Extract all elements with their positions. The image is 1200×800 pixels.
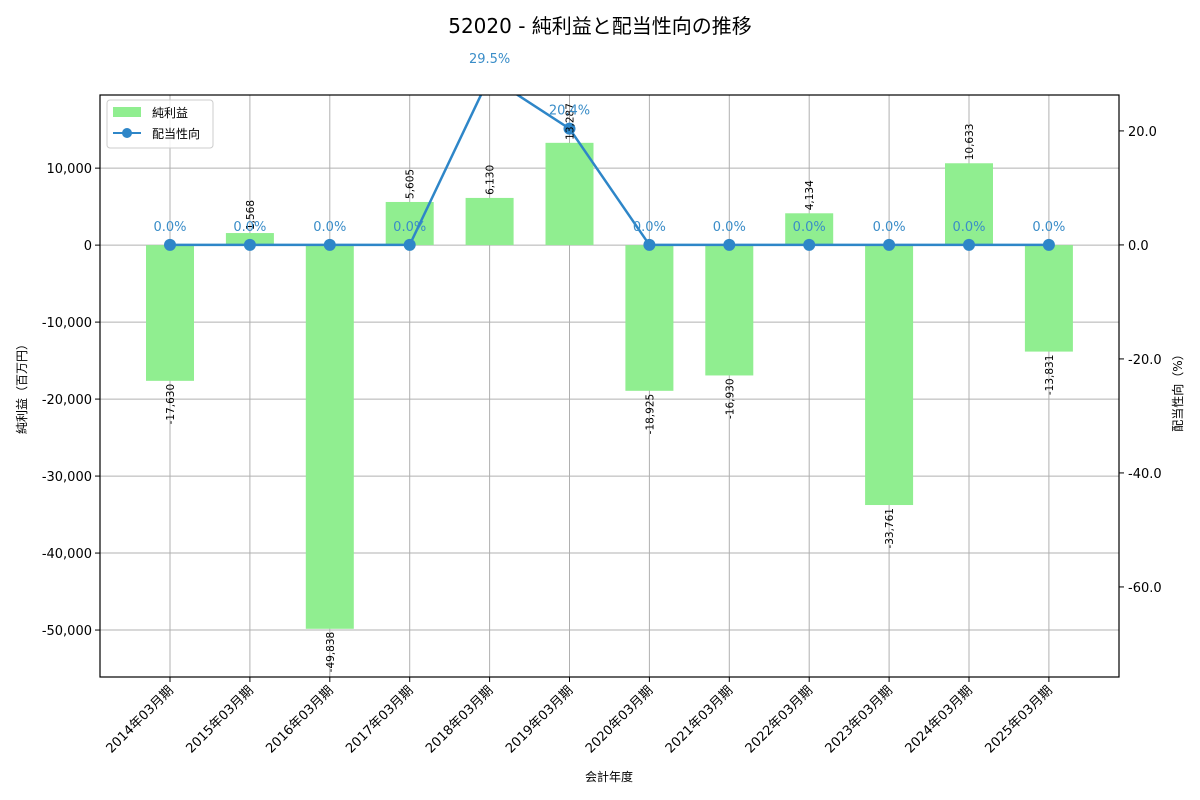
svg-text:-30,000: -30,000 [42, 470, 92, 485]
ratio-value-label: 0.0% [713, 220, 746, 235]
legend-label-net-income: 純利益 [152, 106, 188, 120]
ratio-value-label: 29.5% [469, 52, 510, 67]
bar [945, 163, 993, 246]
line-marker [323, 238, 336, 251]
svg-text:2025年03月期: 2025年03月期 [982, 683, 1055, 756]
svg-text:2017年03月期: 2017年03月期 [343, 683, 416, 756]
plot-frame [99, 94, 1120, 678]
bar [146, 245, 194, 381]
svg-text:2015年03月期: 2015年03月期 [183, 683, 256, 756]
svg-text:2016年03月期: 2016年03月期 [263, 683, 336, 756]
legend-line-marker [122, 128, 132, 138]
line-marker [403, 238, 416, 251]
bar-value-label: -33,761 [884, 508, 896, 549]
bar [305, 245, 354, 629]
legend: 純利益 配当性向 [106, 99, 214, 149]
line-marker [563, 122, 576, 135]
svg-text:20.0: 20.0 [1128, 125, 1157, 140]
svg-text:0: 0 [84, 239, 92, 254]
svg-text:2022年03月期: 2022年03月期 [743, 683, 816, 756]
svg-text:2024年03月期: 2024年03月期 [903, 683, 976, 756]
ratio-value-label: 0.0% [633, 220, 666, 235]
svg-text:10,000: 10,000 [47, 162, 93, 177]
line-marker [164, 238, 176, 251]
y-axis-label: 純利益（百万円） [15, 338, 29, 434]
bar-value-label: 10,633 [964, 124, 976, 161]
legend-label-payout-ratio: 配当性向 [152, 126, 200, 141]
bar-value-label: 4,134 [804, 180, 816, 210]
ratio-value-label: 0.0% [233, 220, 266, 235]
bar-value-label: -17,630 [165, 384, 177, 425]
ratio-value-label: 20.4% [549, 104, 590, 119]
line-marker [963, 238, 975, 251]
line-marker [803, 238, 816, 251]
line-marker [643, 238, 656, 251]
svg-text:-20.0: -20.0 [1128, 353, 1162, 368]
bar-value-label: 1,568 [245, 200, 257, 230]
bar-value-label: -18,925 [644, 394, 656, 435]
line-marker [243, 238, 256, 251]
bar [705, 245, 754, 376]
bar-value-label: -13,831 [1044, 355, 1056, 396]
svg-text:2014年03月期: 2014年03月期 [104, 683, 177, 756]
svg-text:-10,000: -10,000 [42, 316, 92, 331]
x-axis-label: 会計年度 [585, 769, 633, 784]
svg-text:2019年03月期: 2019年03月期 [503, 683, 576, 756]
bar-value-label: 6,130 [485, 165, 497, 195]
svg-text:2020年03月期: 2020年03月期 [583, 683, 656, 756]
svg-text:2018年03月期: 2018年03月期 [423, 683, 496, 756]
line-marker [1042, 238, 1055, 251]
svg-text:-40,000: -40,000 [42, 547, 92, 562]
y2-axis-label: 配当性向（%） [1170, 348, 1185, 431]
ratio-value-label: 0.0% [952, 220, 985, 235]
ratio-value-label: 0.0% [873, 220, 906, 235]
bar-value-label: -16,930 [724, 378, 736, 419]
ratio-value-label: 0.0% [793, 220, 826, 235]
bar [545, 142, 594, 246]
svg-text:-50,000: -50,000 [42, 624, 92, 639]
left-y-axis: 10,000 0 -10,000 -20,000 -30,000 -40,000 -50,0… [42, 162, 100, 639]
svg-text:2021年03月期: 2021年03月期 [663, 683, 736, 756]
ratio-value-label: 0.0% [153, 220, 186, 235]
right-y-axis: 20.0 0.0 -20.0 -40.0 -60.0 [1119, 125, 1162, 596]
ratio-value-label: 0.0% [393, 220, 426, 235]
legend-bar-swatch [113, 107, 141, 117]
bar [865, 245, 914, 506]
bar-value-label: 13,287 [565, 103, 577, 140]
bar-value-label: -49,838 [325, 632, 337, 673]
line-marker [723, 238, 736, 251]
svg-text:2023年03月期: 2023年03月期 [823, 683, 896, 756]
ratio-value-label: 0.0% [1032, 220, 1065, 235]
svg-text:-20,000: -20,000 [42, 393, 92, 408]
bar [465, 197, 514, 246]
x-axis: 2014年03月期 2015年03月期 2016年03月期 2017年03月期 2018… [104, 677, 1056, 757]
bar [1024, 245, 1073, 352]
svg-text:0.0: 0.0 [1128, 239, 1149, 254]
svg-text:-40.0: -40.0 [1128, 467, 1162, 482]
bar-value-label: 5,605 [405, 169, 417, 199]
chart-title: 52020 - 純利益と配当性向の推移 [448, 14, 752, 38]
svg-text:-60.0: -60.0 [1128, 581, 1162, 596]
bar [625, 245, 674, 391]
bar-series-net-income [146, 142, 1073, 629]
ratio-value-label: 0.0% [313, 220, 346, 235]
data-labels: -17,630 1,568 -49,838 5,605 6,130 13,287 -18,9… [153, 52, 1065, 673]
line-series-payout-ratio [164, 95, 1055, 251]
line-marker [883, 238, 896, 251]
